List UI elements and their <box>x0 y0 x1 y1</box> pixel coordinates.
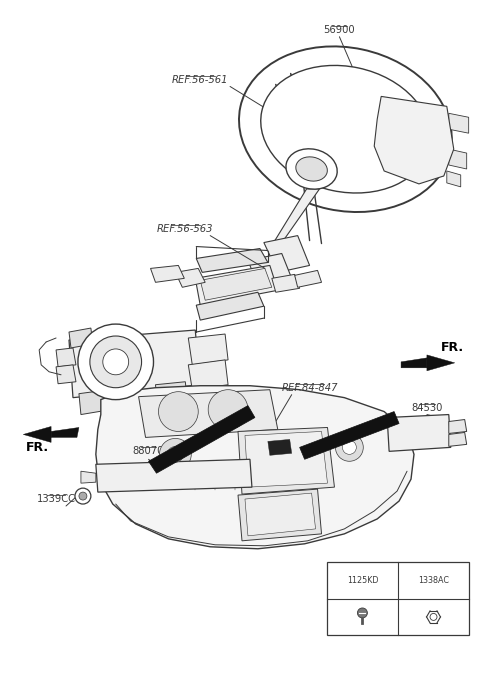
Polygon shape <box>56 348 76 367</box>
Polygon shape <box>96 386 414 549</box>
Text: 1125KD: 1125KD <box>347 576 378 585</box>
Polygon shape <box>188 334 228 365</box>
Circle shape <box>75 488 91 504</box>
Circle shape <box>430 613 437 621</box>
Polygon shape <box>245 493 315 536</box>
Polygon shape <box>449 114 468 133</box>
Polygon shape <box>23 427 51 442</box>
Text: REF.56-561: REF.56-561 <box>172 74 228 84</box>
Polygon shape <box>449 433 467 446</box>
Polygon shape <box>268 439 292 456</box>
Text: REF.84-847: REF.84-847 <box>281 383 338 393</box>
Polygon shape <box>245 431 327 487</box>
Text: REF.56-563: REF.56-563 <box>157 224 214 234</box>
Polygon shape <box>387 414 451 452</box>
Polygon shape <box>264 236 310 272</box>
Polygon shape <box>238 427 335 494</box>
Ellipse shape <box>239 47 452 212</box>
Circle shape <box>78 324 154 400</box>
Circle shape <box>168 446 183 462</box>
Polygon shape <box>51 427 79 437</box>
Polygon shape <box>79 389 111 414</box>
Ellipse shape <box>261 66 430 193</box>
Text: 84530: 84530 <box>411 403 443 412</box>
Polygon shape <box>188 360 228 389</box>
Polygon shape <box>272 189 320 245</box>
Polygon shape <box>69 330 200 397</box>
Text: FR.: FR. <box>26 441 49 454</box>
Circle shape <box>159 439 192 470</box>
Circle shape <box>208 389 248 429</box>
Polygon shape <box>449 149 467 169</box>
Polygon shape <box>69 328 93 348</box>
Polygon shape <box>272 274 300 292</box>
Polygon shape <box>449 420 467 433</box>
Polygon shape <box>238 489 322 541</box>
Polygon shape <box>96 459 252 492</box>
Text: FR.: FR. <box>441 341 464 354</box>
Polygon shape <box>401 358 427 368</box>
Polygon shape <box>200 268 272 300</box>
Polygon shape <box>374 97 454 184</box>
Polygon shape <box>148 406 255 473</box>
Polygon shape <box>427 355 455 371</box>
Text: 1339CC: 1339CC <box>36 494 75 504</box>
Circle shape <box>358 608 367 618</box>
Polygon shape <box>196 292 264 320</box>
Polygon shape <box>195 266 278 305</box>
Circle shape <box>90 336 142 388</box>
Polygon shape <box>248 254 294 290</box>
Ellipse shape <box>286 149 337 189</box>
Text: 88070: 88070 <box>133 446 164 456</box>
Text: 1338AC: 1338AC <box>418 576 449 585</box>
Polygon shape <box>300 412 399 459</box>
Circle shape <box>336 433 363 461</box>
Circle shape <box>103 349 129 375</box>
Polygon shape <box>156 382 187 406</box>
Polygon shape <box>196 249 268 272</box>
Circle shape <box>79 492 87 500</box>
Polygon shape <box>447 171 461 187</box>
Polygon shape <box>151 266 184 283</box>
Circle shape <box>158 391 198 431</box>
Bar <box>327 562 469 635</box>
Circle shape <box>342 440 356 454</box>
Polygon shape <box>139 389 278 437</box>
Ellipse shape <box>296 157 327 181</box>
Text: 56900: 56900 <box>324 25 355 34</box>
Polygon shape <box>81 471 96 483</box>
Polygon shape <box>295 270 322 287</box>
Polygon shape <box>175 268 205 287</box>
Polygon shape <box>56 365 76 384</box>
